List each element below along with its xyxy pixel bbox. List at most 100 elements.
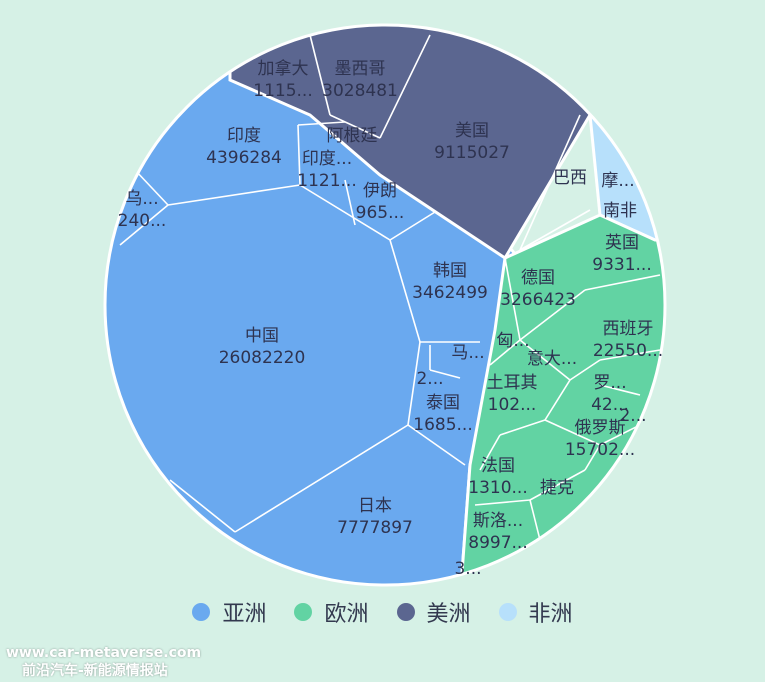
cell-value: 965... [356, 203, 405, 223]
cell-border [119, 204, 169, 246]
cell-border [134, 169, 169, 206]
watermark: www.car-metaverse.com 前沿汽车-新能源情报站 [6, 644, 201, 680]
cell-border [599, 349, 661, 361]
cell-value: 22550... [593, 341, 663, 361]
cell-border [544, 379, 571, 421]
cell-border [429, 369, 461, 379]
cell-name: 泰国 [426, 393, 460, 413]
legend-item-america[interactable]: 美洲 [396, 596, 471, 628]
cell-value: 3266423 [500, 290, 576, 310]
cell-label: 匈... [496, 331, 529, 351]
cell-name: 韩国 [433, 261, 467, 281]
cell-border [297, 124, 301, 186]
cell-name: 印度... [302, 149, 352, 169]
legend-dot-america [396, 603, 415, 621]
cell-label: 阿根廷 [327, 126, 378, 146]
cell-border [519, 339, 571, 381]
cell-name: 中国 [245, 326, 279, 346]
cell-value: 102... [488, 395, 537, 415]
cell-value: 1310... [468, 478, 527, 498]
cell-label: 德国 3266423 [500, 268, 576, 310]
cell-label: 西班牙 22550... [593, 319, 663, 361]
cell-value: 3462499 [412, 283, 488, 303]
legend-label-america: 美洲 [426, 602, 471, 627]
legend-dot-asia [192, 603, 211, 621]
cell-label: 罗... 42... [591, 373, 629, 415]
cell-value: 240... [118, 211, 167, 231]
legend-label-asia: 亚洲 [222, 602, 267, 627]
cell-label: 印度 4396284 [206, 126, 282, 168]
cell-label: 意大... [527, 349, 577, 369]
cell-value: 1121... [297, 171, 356, 191]
cell-label: 法国 1310... [468, 456, 527, 498]
cell-name: 美国 [455, 121, 489, 141]
cell-label: 斯洛... 8997... [468, 511, 527, 553]
cell-border [584, 444, 601, 471]
legend-dot-europe [294, 603, 313, 621]
cell-border [489, 339, 521, 366]
cell-name: 土耳其 [487, 373, 538, 393]
cell-value: 7777897 [337, 518, 413, 538]
legend-item-europe[interactable]: 欧洲 [294, 596, 369, 628]
cell-border [544, 419, 601, 446]
cell-border [504, 257, 521, 341]
cell-name: 罗... [593, 373, 626, 393]
watermark-url: www.car-metaverse.com [6, 645, 202, 661]
cell-label: 捷克 [540, 478, 574, 498]
cell-border [344, 179, 356, 226]
cell-border [407, 424, 466, 466]
cell-border [529, 469, 586, 501]
cell-name: 日本 [358, 496, 392, 516]
cell-value: 3028481 [322, 81, 398, 101]
cell-label: 伊朗 965... [356, 181, 405, 223]
cell-label: 马... [451, 343, 484, 363]
cell-border [169, 479, 236, 533]
cell-name: 印度 [227, 126, 261, 146]
legend-label-europe: 欧洲 [324, 602, 369, 627]
cell-label: 2... [619, 406, 646, 426]
cell-label: 摩... [601, 171, 634, 191]
cell-value: 4396284 [206, 148, 282, 168]
cell-label: 美国 9115027 [434, 121, 510, 163]
cell-name: 墨西哥 [335, 59, 386, 79]
cell-name: 法国 [481, 456, 515, 476]
cell-label: 俄罗斯 15702... [565, 418, 635, 460]
cell-label: 乌... 240... [118, 189, 167, 231]
cell-value: 42... [591, 395, 629, 415]
cell-border [167, 184, 301, 206]
cell-border [389, 211, 436, 241]
cell-value: 1685... [413, 415, 472, 435]
cell-value: 9115027 [434, 143, 510, 163]
cell-name: 西班牙 [603, 319, 654, 339]
cell-label: 印度... 1121... [297, 149, 356, 191]
cell-border [599, 384, 641, 396]
cell-value: 8997... [468, 533, 527, 553]
chart-outline [103, 23, 667, 587]
cell-name: 乌... [125, 189, 158, 209]
watermark-site-name: 前沿汽车-新能源情报站 [22, 663, 168, 679]
cell-label: 墨西哥 3028481 [322, 59, 398, 101]
cell-label: 南非 [603, 201, 637, 221]
cell-border [519, 289, 586, 341]
cell-border [309, 34, 331, 116]
cell-value: 1115... [253, 81, 312, 101]
cell-border [519, 209, 591, 251]
cell-name: 德国 [521, 268, 555, 288]
cell-value: 9331... [592, 255, 651, 275]
cell-border [329, 114, 381, 139]
cell-label: 巴西 [553, 168, 587, 188]
cell-border [299, 184, 391, 241]
legend: 亚洲 欧洲 美洲 非洲 [0, 596, 765, 628]
cell-border [297, 121, 346, 126]
legend-item-asia[interactable]: 亚洲 [192, 596, 266, 628]
cell-label: 韩国 3462499 [412, 261, 488, 303]
cell-border [407, 341, 421, 426]
cell-border [234, 424, 409, 533]
cell-border [499, 419, 546, 436]
legend-item-africa[interactable]: 非洲 [498, 596, 573, 628]
cell-label: 3... [454, 559, 481, 579]
cell-border [474, 499, 531, 506]
legend-dot-africa [498, 603, 517, 621]
cell-label: 土耳其 102... [487, 373, 538, 415]
